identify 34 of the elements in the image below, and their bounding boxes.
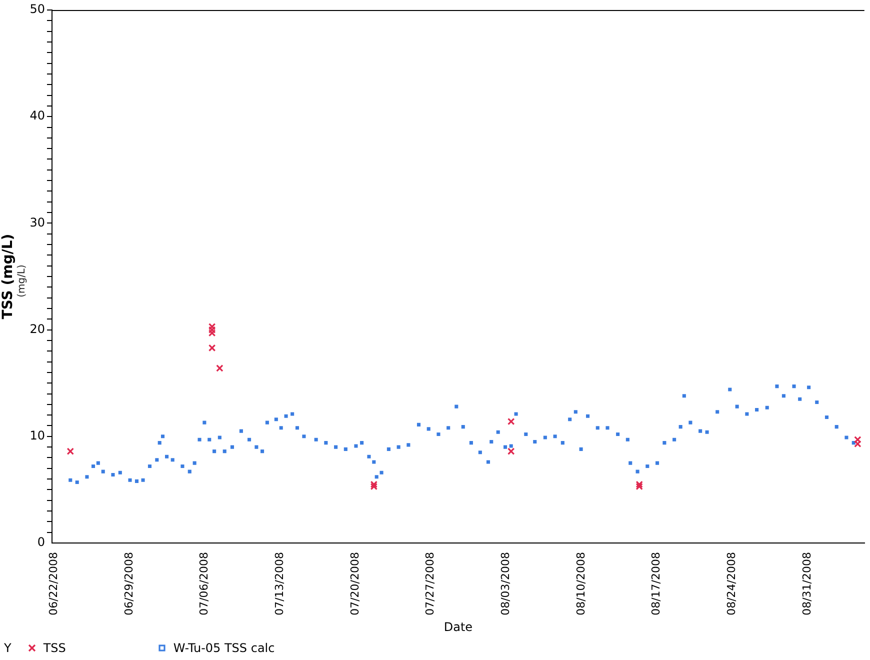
point bbox=[854, 436, 862, 444]
legend-label: W-Tu-05 TSS calc bbox=[173, 641, 275, 655]
point bbox=[66, 448, 74, 455]
point bbox=[507, 418, 515, 426]
x-tick-label: 08/17/2008 bbox=[650, 552, 663, 616]
legend-title: Y bbox=[4, 641, 12, 655]
y-tick-label: 10 bbox=[30, 428, 45, 443]
x-tick-label: 06/29/2008 bbox=[122, 552, 136, 616]
x-tick-label: 06/22/2008 bbox=[47, 552, 60, 616]
y-axis-title: TSS (mg/L) bbox=[0, 234, 16, 320]
y-tick-label: 20 bbox=[30, 322, 45, 336]
x-tick-label: 08/24/2008 bbox=[725, 552, 738, 616]
point bbox=[636, 482, 643, 490]
x-tick-label: 07/20/2008 bbox=[348, 552, 362, 616]
x-tick-label: 07/13/2008 bbox=[273, 552, 286, 616]
x-tick-label: 08/10/2008 bbox=[574, 552, 588, 616]
y-tick-label: 40 bbox=[30, 108, 45, 123]
legend-label: TSS bbox=[43, 641, 66, 655]
y-tick-label: 0 bbox=[37, 535, 45, 550]
point bbox=[636, 480, 643, 488]
x-tick-label: 07/27/2008 bbox=[424, 552, 437, 616]
point bbox=[208, 326, 216, 334]
x-tick-label: 08/31/2008 bbox=[800, 552, 814, 616]
x-tick-label: 08/03/2008 bbox=[499, 552, 512, 616]
y-tick-label: 50 bbox=[30, 2, 45, 16]
y-tick-label: 30 bbox=[30, 215, 45, 230]
point bbox=[208, 344, 216, 352]
point bbox=[216, 364, 224, 372]
x-axis-title: Date bbox=[444, 620, 473, 634]
text: (mg/L) bbox=[16, 264, 28, 298]
point bbox=[370, 482, 378, 490]
x-tick-label: 07/06/2008 bbox=[198, 552, 211, 616]
point bbox=[370, 480, 378, 488]
point bbox=[507, 448, 515, 455]
